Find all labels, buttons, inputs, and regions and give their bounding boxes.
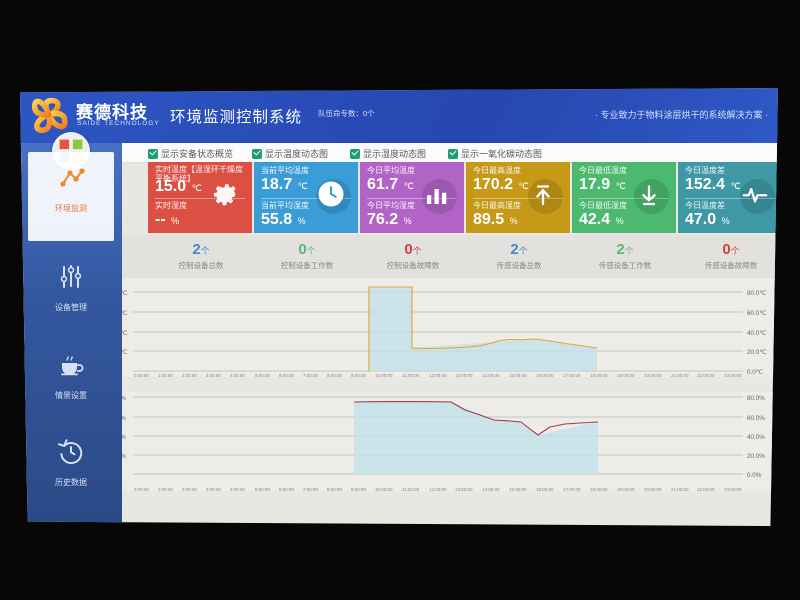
- svg-text:0.0%: 0.0%: [747, 472, 762, 479]
- svg-text:60.0℃: 60.0℃: [747, 310, 766, 317]
- svg-text:60.0%: 60.0%: [747, 415, 765, 422]
- svg-text:80.0%: 80.0%: [747, 395, 765, 402]
- svg-text:20.0℃: 20.0℃: [747, 349, 766, 356]
- svg-text:40.0℃: 40.0℃: [747, 330, 766, 337]
- svg-text:40.0%: 40.0%: [747, 434, 765, 441]
- svg-text:20.0%: 20.0%: [747, 453, 765, 460]
- svg-text:80.0℃: 80.0℃: [747, 290, 766, 297]
- svg-text:0.0℃: 0.0℃: [747, 369, 763, 376]
